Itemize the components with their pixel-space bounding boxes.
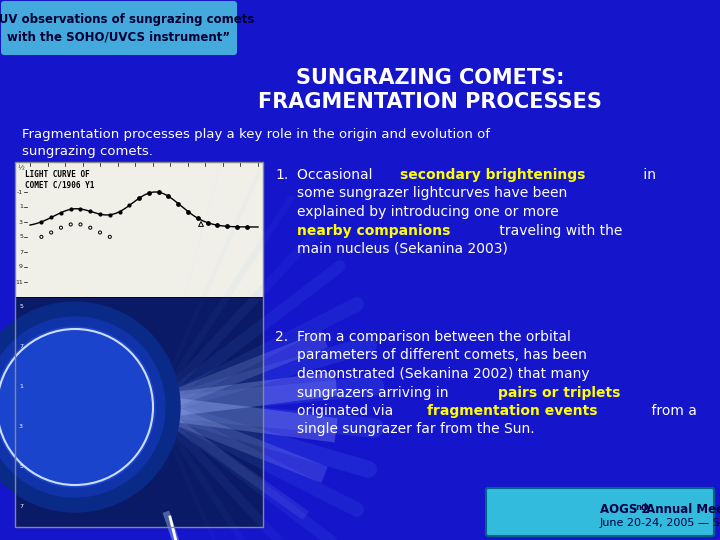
- Point: [124, 201, 135, 210]
- FancyBboxPatch shape: [1, 1, 237, 55]
- Point: [55, 224, 67, 232]
- Text: in: in: [639, 168, 656, 182]
- Point: [192, 214, 204, 222]
- Text: 1.: 1.: [275, 168, 288, 182]
- Circle shape: [0, 317, 165, 497]
- Point: [84, 207, 96, 215]
- Point: [153, 188, 164, 197]
- Text: from a: from a: [647, 404, 697, 418]
- Point: [75, 220, 86, 229]
- Point: [65, 205, 76, 214]
- Circle shape: [0, 302, 180, 512]
- Point: [45, 228, 57, 237]
- Point: [212, 221, 223, 230]
- FancyBboxPatch shape: [486, 488, 714, 536]
- Text: 3: 3: [19, 424, 23, 429]
- Text: fragmentation events: fragmentation events: [427, 404, 598, 418]
- Text: -1: -1: [17, 190, 23, 194]
- Bar: [15, 162, 263, 297]
- Point: [65, 220, 76, 229]
- Text: nearby companions: nearby companions: [297, 224, 451, 238]
- Text: From a comparison between the orbital: From a comparison between the orbital: [297, 330, 571, 344]
- Point: [45, 213, 57, 222]
- Text: originated via: originated via: [297, 404, 397, 418]
- Point: [240, 222, 253, 231]
- Text: ½: ½: [18, 165, 25, 171]
- Text: FRAGMENTATION PROCESSES: FRAGMENTATION PROCESSES: [258, 92, 602, 112]
- Point: [55, 208, 67, 217]
- Text: 7: 7: [19, 504, 23, 510]
- Text: parameters of different comets, has been: parameters of different comets, has been: [297, 348, 587, 362]
- Text: sungrazing comets.: sungrazing comets.: [22, 145, 153, 158]
- Point: [94, 228, 106, 237]
- Bar: [15, 162, 263, 527]
- Point: [94, 210, 106, 219]
- Text: 1: 1: [19, 205, 23, 210]
- Text: “EUV observations of sungrazing comets: “EUV observations of sungrazing comets: [0, 12, 255, 25]
- Point: [163, 192, 174, 200]
- Text: Annual Meeting 2005: Annual Meeting 2005: [642, 503, 720, 516]
- Text: with the SOHO/UVCS instrument”: with the SOHO/UVCS instrument”: [7, 30, 230, 44]
- Point: [75, 205, 86, 213]
- Point: [104, 211, 115, 219]
- Text: main nucleus (Sekanina 2003): main nucleus (Sekanina 2003): [297, 242, 508, 256]
- Point: [133, 194, 145, 202]
- Point: [36, 218, 48, 226]
- Text: Fragmentation processes play a key role in the origin and evolution of: Fragmentation processes play a key role …: [22, 128, 490, 141]
- Point: [182, 207, 194, 216]
- Text: 2.: 2.: [275, 330, 288, 344]
- Text: 5: 5: [19, 464, 23, 469]
- Point: [84, 224, 96, 232]
- Text: 9: 9: [19, 265, 23, 269]
- Point: [36, 233, 48, 241]
- Text: 11: 11: [15, 280, 23, 285]
- Text: 7: 7: [19, 249, 23, 254]
- Point: [173, 199, 184, 208]
- Text: SUNGRAZING COMETS:: SUNGRAZING COMETS:: [296, 68, 564, 88]
- Point: [104, 233, 115, 241]
- Bar: [15, 297, 263, 527]
- Text: sungrazers arriving in: sungrazers arriving in: [297, 386, 453, 400]
- Text: secondary brightenings: secondary brightenings: [400, 168, 585, 182]
- Text: demonstrated (Sekanina 2002) that many: demonstrated (Sekanina 2002) that many: [297, 367, 590, 381]
- Point: [195, 220, 207, 228]
- Text: 1: 1: [19, 384, 23, 389]
- Text: AOGS 2: AOGS 2: [600, 503, 649, 516]
- Text: some sungrazer lightcurves have been: some sungrazer lightcurves have been: [297, 186, 567, 200]
- Text: Occasional: Occasional: [297, 168, 377, 182]
- Point: [221, 222, 233, 231]
- Text: LIGHT CURVE OF: LIGHT CURVE OF: [25, 170, 90, 179]
- Text: 7: 7: [19, 345, 23, 349]
- Text: traveling with the: traveling with the: [495, 224, 622, 238]
- Text: June 20-24, 2005 — Suntec, Singapore: June 20-24, 2005 — Suntec, Singapore: [600, 518, 720, 528]
- Circle shape: [0, 327, 155, 487]
- Text: explained by introducing one or more: explained by introducing one or more: [297, 205, 559, 219]
- Text: pairs or triplets: pairs or triplets: [498, 386, 621, 400]
- Text: nd: nd: [635, 503, 647, 512]
- Text: single sungrazer far from the Sun.: single sungrazer far from the Sun.: [297, 422, 535, 436]
- Text: COMET C/1906 Y1: COMET C/1906 Y1: [25, 180, 94, 189]
- Point: [143, 189, 155, 198]
- Text: 3: 3: [19, 219, 23, 225]
- Text: 5: 5: [19, 234, 23, 240]
- Point: [114, 207, 125, 216]
- Text: 5: 5: [19, 305, 23, 309]
- Point: [231, 222, 243, 231]
- Point: [202, 218, 213, 227]
